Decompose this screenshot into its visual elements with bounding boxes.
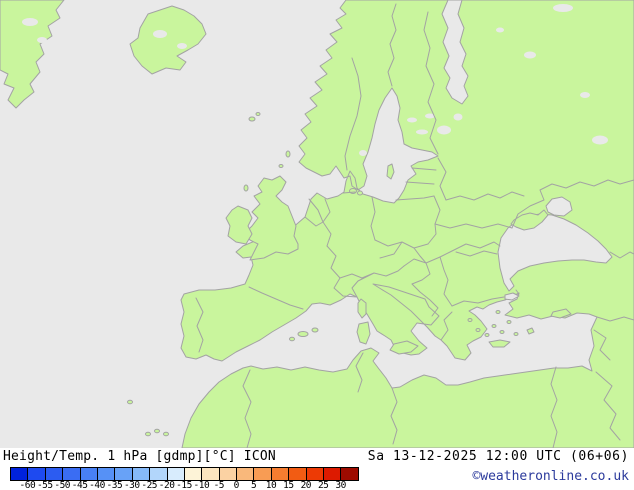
island-gotland bbox=[386, 163, 395, 180]
colorbar-tick: -25 bbox=[141, 480, 158, 490]
country-borders bbox=[195, 3, 634, 449]
colorbar-tick: 5 bbox=[250, 480, 257, 490]
colorbar-tick: -40 bbox=[89, 480, 105, 490]
lakes bbox=[359, 4, 608, 156]
colorbar-tick: -60 bbox=[19, 480, 36, 490]
copyright-text: ©weatheronline.co.uk bbox=[472, 469, 629, 484]
forecast-datetime: Sa 13-12-2025 12:00 UTC (06+06) bbox=[367, 449, 629, 464]
legend-footer: Height/Temp. 1 hPa [gdmp][°C] ICON Sa 13… bbox=[0, 448, 634, 490]
colorbar-tick: 10 bbox=[265, 480, 277, 490]
island-sicily bbox=[389, 340, 419, 355]
greenland-ice bbox=[22, 18, 38, 26]
island-faroe bbox=[255, 112, 261, 116]
map-title: Height/Temp. 1 hPa [gdmp][°C] ICON bbox=[3, 449, 276, 464]
colorbar-cell bbox=[324, 468, 342, 480]
iceland-glacier bbox=[153, 30, 167, 38]
colorbar-tick: -35 bbox=[106, 480, 123, 490]
white-sea bbox=[441, 0, 469, 105]
colorbar-tick: 0 bbox=[233, 480, 240, 490]
island-canaries bbox=[145, 431, 151, 437]
colorbar-tick: -55 bbox=[36, 480, 53, 490]
island-crete bbox=[488, 339, 511, 348]
colorbar-tick: 30 bbox=[335, 480, 346, 490]
colorbar-tick: -5 bbox=[213, 480, 225, 490]
colorbar-tick-labels: -60 -55 -50 -45 -40 -35 -30 -25 -20 -15 -10 -5 0 5 10 1… bbox=[10, 480, 370, 490]
colorbar-cell bbox=[237, 468, 255, 480]
colorbar-cell bbox=[115, 468, 133, 480]
colorbar-cell bbox=[289, 468, 307, 480]
colorbar-tick: -15 bbox=[176, 480, 192, 490]
island-cyprus bbox=[550, 308, 572, 319]
land-greenland bbox=[0, 0, 65, 109]
colorbar-tick: -50 bbox=[54, 480, 71, 490]
colorbar-tick: -30 bbox=[123, 480, 140, 490]
colorbar-cell bbox=[184, 468, 203, 480]
island-funen bbox=[357, 190, 363, 196]
island-great-britain bbox=[243, 175, 299, 261]
island-mallorca bbox=[297, 331, 309, 337]
colorbar-cell bbox=[132, 468, 151, 480]
colorbar-tick: 15 bbox=[283, 480, 294, 490]
colorbar-cell bbox=[150, 468, 168, 480]
colorbar-cell bbox=[341, 468, 358, 480]
colorbar-cell bbox=[28, 468, 46, 480]
temperature-colorbar bbox=[10, 467, 359, 481]
island-shetland bbox=[285, 150, 291, 158]
sea-of-marmara bbox=[504, 292, 520, 301]
coastlines bbox=[0, 0, 634, 449]
colorbar-cell bbox=[97, 468, 116, 480]
colorbar-cell bbox=[63, 468, 81, 480]
colorbar-tick: 25 bbox=[317, 480, 329, 490]
colorbar-cell bbox=[167, 468, 185, 480]
colorbar-cell bbox=[202, 468, 220, 480]
colorbar-tick: -10 bbox=[193, 480, 210, 490]
island-canaries bbox=[154, 428, 160, 434]
colorbar-tick: -20 bbox=[158, 480, 175, 490]
colorbar-cell bbox=[219, 468, 238, 480]
colorbar-cell bbox=[80, 468, 98, 480]
island-ibiza bbox=[289, 336, 295, 342]
colorbar-tick: -45 bbox=[71, 480, 88, 490]
map-area bbox=[0, 0, 634, 449]
peninsula-crimea bbox=[510, 209, 549, 231]
colorbar-cell bbox=[45, 468, 64, 480]
colorbar-tick: 20 bbox=[300, 480, 312, 490]
island-sardinia bbox=[356, 321, 371, 345]
island-iceland bbox=[129, 5, 207, 75]
island-orkney bbox=[278, 164, 284, 168]
island-ireland bbox=[225, 205, 253, 245]
island-hebrides bbox=[243, 184, 249, 192]
colorbar-cell bbox=[11, 468, 29, 480]
sea-of-azov bbox=[545, 196, 573, 217]
island-madeira bbox=[127, 399, 133, 405]
island-rhodes bbox=[526, 327, 535, 335]
europe-map bbox=[0, 0, 634, 449]
island-menorca bbox=[311, 327, 319, 333]
island-canaries bbox=[163, 431, 169, 437]
island-corsica bbox=[357, 298, 367, 319]
island-faroe bbox=[248, 116, 256, 122]
aegean-islands bbox=[467, 310, 519, 337]
colorbar-cell bbox=[271, 468, 290, 480]
iceland-glacier bbox=[177, 43, 187, 49]
colorbar-cell bbox=[254, 468, 272, 480]
colorbar-cell bbox=[306, 468, 325, 480]
greenland-ice bbox=[37, 37, 47, 43]
land-mainland bbox=[180, 0, 634, 449]
